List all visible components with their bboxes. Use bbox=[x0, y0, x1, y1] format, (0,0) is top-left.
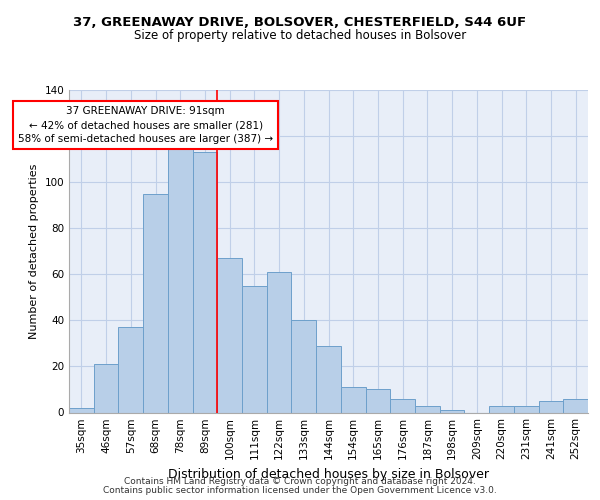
Bar bbox=[143, 194, 168, 412]
Bar bbox=[193, 152, 217, 412]
Bar bbox=[267, 272, 292, 412]
Y-axis label: Number of detached properties: Number of detached properties bbox=[29, 164, 39, 339]
Bar bbox=[514, 406, 539, 412]
Bar bbox=[489, 406, 514, 412]
Bar bbox=[539, 401, 563, 412]
Bar bbox=[563, 398, 588, 412]
Text: 37 GREENAWAY DRIVE: 91sqm
← 42% of detached houses are smaller (281)
58% of semi: 37 GREENAWAY DRIVE: 91sqm ← 42% of detac… bbox=[18, 106, 273, 144]
Bar bbox=[168, 138, 193, 412]
X-axis label: Distribution of detached houses by size in Bolsover: Distribution of detached houses by size … bbox=[168, 468, 489, 481]
Text: Contains public sector information licensed under the Open Government Licence v3: Contains public sector information licen… bbox=[103, 486, 497, 495]
Bar bbox=[94, 364, 118, 412]
Bar bbox=[415, 406, 440, 412]
Bar bbox=[316, 346, 341, 412]
Bar bbox=[390, 398, 415, 412]
Text: Contains HM Land Registry data © Crown copyright and database right 2024.: Contains HM Land Registry data © Crown c… bbox=[124, 477, 476, 486]
Text: 37, GREENAWAY DRIVE, BOLSOVER, CHESTERFIELD, S44 6UF: 37, GREENAWAY DRIVE, BOLSOVER, CHESTERFI… bbox=[73, 16, 527, 29]
Bar bbox=[292, 320, 316, 412]
Bar bbox=[440, 410, 464, 412]
Text: Size of property relative to detached houses in Bolsover: Size of property relative to detached ho… bbox=[134, 28, 466, 42]
Bar bbox=[69, 408, 94, 412]
Bar bbox=[242, 286, 267, 412]
Bar bbox=[341, 387, 365, 412]
Bar bbox=[365, 390, 390, 412]
Bar bbox=[118, 328, 143, 412]
Bar bbox=[217, 258, 242, 412]
